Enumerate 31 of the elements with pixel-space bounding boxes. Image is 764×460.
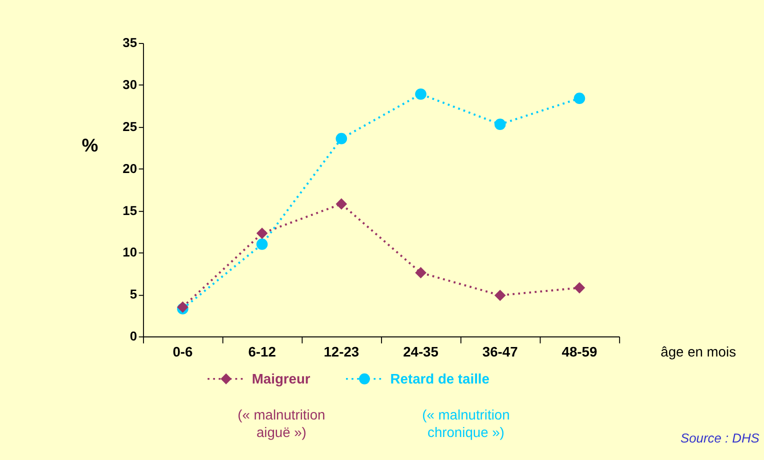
- y-tick-label: 25: [122, 118, 138, 134]
- legend-label: Maigreur: [252, 370, 311, 386]
- x-tick-label: 36-47: [482, 344, 518, 360]
- y-axis-title: %: [82, 134, 98, 156]
- point: [494, 290, 506, 301]
- x-axis-title: âge en mois: [660, 344, 736, 360]
- x-tick-label: 48-59: [562, 344, 598, 360]
- x-tick-label: 0-6: [172, 344, 193, 360]
- text: (« malnutrition aiguë »): [238, 406, 326, 440]
- point: [415, 88, 426, 100]
- x-tick-label: 24-35: [403, 344, 439, 360]
- x-tick-label: 12-23: [324, 344, 360, 360]
- y-tick-label: 30: [122, 77, 138, 92]
- y-tick-label: 0: [130, 328, 138, 344]
- x-tick-label: 6-12: [248, 344, 276, 360]
- y-tick-label: 35: [122, 35, 138, 50]
- point: [415, 267, 426, 278]
- y-tick-label: 5: [130, 286, 138, 302]
- legend-label: Retard de taille: [390, 370, 490, 386]
- y-tick-label: 20: [122, 160, 138, 176]
- source-note: Source : DHS: [680, 430, 760, 446]
- y-tick-label: 10: [122, 244, 138, 260]
- point: [336, 132, 348, 144]
- point: [574, 92, 586, 104]
- point: [256, 228, 268, 239]
- point: [494, 118, 506, 130]
- point: [256, 238, 268, 250]
- point: [336, 198, 348, 210]
- y-tick-label: 15: [122, 202, 138, 218]
- text: (« malnutrition chronique »): [422, 406, 510, 440]
- point: [574, 282, 586, 294]
